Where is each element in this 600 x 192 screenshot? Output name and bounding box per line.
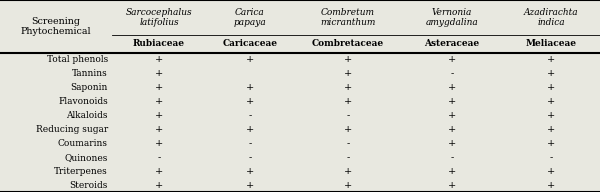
Text: +: + xyxy=(448,83,456,92)
Text: +: + xyxy=(344,125,352,134)
Text: Azadirachta
indica: Azadirachta indica xyxy=(524,8,578,27)
Text: +: + xyxy=(547,55,555,65)
Text: Sarcocephalus
latifolius: Sarcocephalus latifolius xyxy=(125,8,193,27)
Text: +: + xyxy=(547,111,555,120)
Text: +: + xyxy=(246,167,254,176)
Text: +: + xyxy=(547,97,555,106)
Text: +: + xyxy=(155,139,163,148)
Text: +: + xyxy=(155,167,163,176)
Text: -: - xyxy=(550,153,553,162)
Text: -: - xyxy=(157,153,161,162)
Text: +: + xyxy=(448,139,456,148)
Text: Reducing sugar: Reducing sugar xyxy=(36,125,108,134)
Text: +: + xyxy=(344,167,352,176)
Text: -: - xyxy=(346,111,350,120)
Text: +: + xyxy=(344,97,352,106)
Text: +: + xyxy=(547,139,555,148)
Text: +: + xyxy=(246,83,254,92)
Text: Combretaceae: Combretaceae xyxy=(312,40,384,49)
Text: +: + xyxy=(155,69,163,78)
Text: +: + xyxy=(155,125,163,134)
Text: +: + xyxy=(547,180,555,190)
Text: +: + xyxy=(344,69,352,78)
Text: +: + xyxy=(344,55,352,65)
Text: +: + xyxy=(246,97,254,106)
Text: Triterpenes: Triterpenes xyxy=(54,167,108,176)
Text: +: + xyxy=(155,83,163,92)
Text: +: + xyxy=(448,111,456,120)
Text: +: + xyxy=(246,125,254,134)
Text: +: + xyxy=(547,69,555,78)
Text: -: - xyxy=(451,153,454,162)
Text: +: + xyxy=(155,111,163,120)
Text: +: + xyxy=(344,83,352,92)
Text: -: - xyxy=(248,111,251,120)
Text: +: + xyxy=(547,125,555,134)
Text: +: + xyxy=(448,167,456,176)
Text: -: - xyxy=(346,139,350,148)
Text: +: + xyxy=(246,180,254,190)
Text: Coumarins: Coumarins xyxy=(58,139,108,148)
Text: Combretum
micranthum: Combretum micranthum xyxy=(320,8,376,27)
Text: +: + xyxy=(547,167,555,176)
Text: Rubiaceae: Rubiaceae xyxy=(133,40,185,49)
Text: +: + xyxy=(344,180,352,190)
Text: +: + xyxy=(155,97,163,106)
Text: Caricaceae: Caricaceae xyxy=(223,40,277,49)
Text: Steroids: Steroids xyxy=(70,180,108,190)
Text: Alkaloids: Alkaloids xyxy=(67,111,108,120)
Text: -: - xyxy=(248,153,251,162)
Text: +: + xyxy=(547,83,555,92)
Text: Meliaceae: Meliaceae xyxy=(526,40,577,49)
Text: Saponin: Saponin xyxy=(71,83,108,92)
Text: -: - xyxy=(248,139,251,148)
Text: +: + xyxy=(448,55,456,65)
Text: Carica
papaya: Carica papaya xyxy=(233,8,266,27)
Text: Asteraceae: Asteraceae xyxy=(424,40,479,49)
Text: +: + xyxy=(448,97,456,106)
Text: Vernonia
amygdalina: Vernonia amygdalina xyxy=(425,8,478,27)
Text: +: + xyxy=(155,55,163,65)
Text: +: + xyxy=(246,55,254,65)
Text: +: + xyxy=(448,125,456,134)
Text: Total phenols: Total phenols xyxy=(47,55,108,65)
Text: +: + xyxy=(155,180,163,190)
Text: Tannins: Tannins xyxy=(72,69,108,78)
Text: Quinones: Quinones xyxy=(65,153,108,162)
Text: +: + xyxy=(448,180,456,190)
Text: -: - xyxy=(346,153,350,162)
Text: Flavonoids: Flavonoids xyxy=(58,97,108,106)
Text: Screening
Phytochemical: Screening Phytochemical xyxy=(20,17,91,36)
Text: -: - xyxy=(451,69,454,78)
